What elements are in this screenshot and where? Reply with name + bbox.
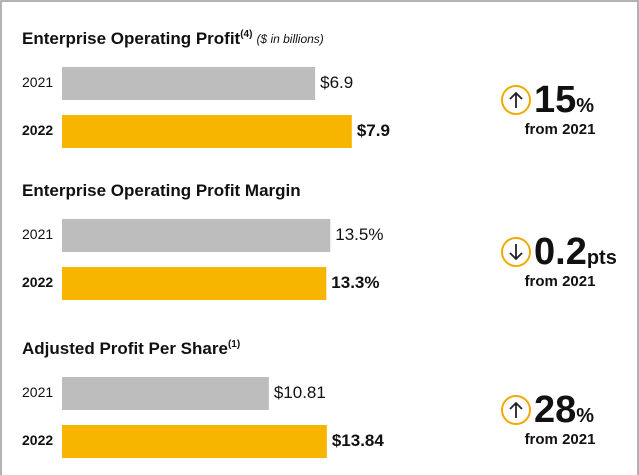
arrow-circle	[501, 395, 531, 425]
arrow	[509, 244, 523, 261]
bar	[62, 425, 327, 458]
bar	[62, 377, 269, 410]
category-label: 2021	[22, 226, 53, 242]
change-unit: pts	[587, 247, 617, 269]
chart-title: Enterprise Operating Profit(4) ($ in bill…	[22, 29, 324, 49]
change-value: 28%	[534, 389, 594, 431]
value-label: 13.5%	[335, 225, 383, 244]
value-label: 13.3%	[331, 273, 379, 292]
bar	[62, 115, 352, 148]
subtitle: ($ in billions)	[256, 32, 323, 46]
title-note: (1)	[228, 339, 240, 350]
change-number: 15	[534, 79, 576, 121]
change-arrow-icon	[501, 237, 531, 267]
title-text: Enterprise Operating Profit	[22, 29, 241, 48]
change-number: 0.2	[534, 231, 587, 273]
change-arrow-icon	[501, 395, 531, 425]
value-label: $7.9	[357, 121, 390, 140]
title-text: Enterprise Operating Profit Margin	[22, 181, 301, 200]
change-value: 15%	[534, 79, 594, 121]
category-label: 2022	[22, 274, 53, 290]
category-label: 2022	[22, 432, 53, 448]
bar	[62, 267, 327, 300]
change-value: 0.2pts	[534, 231, 617, 273]
arrow	[509, 91, 523, 108]
change-note: from 2021	[525, 431, 596, 448]
change-note: from 2021	[525, 273, 596, 290]
title-note: (4)	[240, 29, 252, 40]
change-unit: %	[576, 405, 594, 427]
arrow-circle	[501, 237, 531, 267]
change-note: from 2021	[525, 121, 596, 138]
bar	[62, 67, 316, 100]
bar	[62, 219, 331, 252]
title-text: Adjusted Profit Per Share	[22, 339, 228, 358]
arrow-circle	[501, 85, 531, 115]
change-number: 28	[534, 389, 576, 431]
value-label: $6.9	[320, 73, 353, 92]
category-label: 2022	[22, 122, 53, 138]
chart-title: Enterprise Operating Profit Margin	[22, 181, 301, 200]
value-label: $13.84	[332, 431, 385, 450]
change-arrow-icon	[501, 85, 531, 115]
category-label: 2021	[22, 74, 53, 90]
chart-title: Adjusted Profit Per Share(1)	[22, 339, 240, 359]
value-label: $10.81	[274, 383, 326, 402]
category-label: 2021	[22, 384, 53, 400]
change-unit: %	[576, 95, 594, 117]
arrow	[509, 401, 523, 418]
